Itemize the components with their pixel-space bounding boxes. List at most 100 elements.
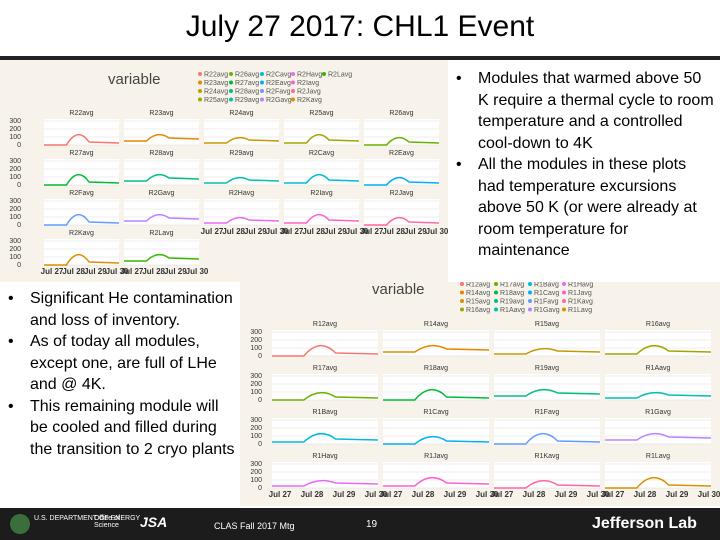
legend-item: R2Havg <box>297 72 322 79</box>
trace <box>284 134 360 144</box>
x-tick-label: Jul 30 <box>186 267 209 276</box>
panel <box>605 462 711 488</box>
y-tick-label: 0 <box>17 182 21 189</box>
trace <box>124 253 200 262</box>
panel <box>364 159 439 185</box>
legend-item: R19avg <box>500 299 524 306</box>
x-tick-label: Jul 29 <box>333 490 356 499</box>
legend-dot <box>229 72 233 76</box>
y-tick-label: 100 <box>9 254 21 261</box>
legend-dot <box>460 282 464 286</box>
trace <box>494 347 601 355</box>
x-tick-label: Jul 27 <box>602 490 625 499</box>
panel-label: R2Kavg <box>69 230 94 237</box>
y-tick-label: 100 <box>9 174 21 181</box>
y-tick-label: 100 <box>250 345 262 352</box>
x-tick-label: Jul 29 <box>324 227 347 236</box>
x-tick-label: Jul 30 <box>476 490 499 499</box>
x-tick-label: Jul 29 <box>404 227 427 236</box>
trace <box>272 479 379 487</box>
legend-item: R2Kavg <box>297 97 322 104</box>
legend-item: R12avg <box>466 282 490 289</box>
legend-item: R2Javg <box>297 89 321 96</box>
panel <box>44 119 119 145</box>
trace <box>383 477 490 487</box>
panel <box>383 418 489 444</box>
legend-item: R2Gavg <box>266 97 292 104</box>
x-tick-label: Jul 28 <box>523 490 546 499</box>
legend-dot <box>229 97 233 102</box>
y-tick-label: 100 <box>250 389 262 396</box>
x-tick-label: Jul 27 <box>361 227 384 236</box>
panel-label: R2Lavg <box>149 230 173 237</box>
y-tick-label: 200 <box>250 425 262 432</box>
trace <box>364 136 440 146</box>
legend-item: R28avg <box>235 89 259 96</box>
panel-label: R1Bavg <box>313 409 338 416</box>
legend-dot <box>291 97 295 102</box>
legend-dot <box>562 290 566 295</box>
x-tick-label: Jul 30 <box>587 490 610 499</box>
panel <box>364 199 439 225</box>
legend-dot <box>528 282 532 286</box>
legend-title: variable <box>108 71 161 88</box>
x-tick-label: Jul 27 <box>491 490 514 499</box>
meeting: CLAS Fall 2017 Mtg <box>214 521 295 531</box>
trace <box>383 344 490 353</box>
panel-label: R29avg <box>229 150 253 157</box>
y-tick-label: 300 <box>9 238 21 245</box>
bullet: This remaining module will be cooled and… <box>8 396 240 461</box>
x-tick-label: Jul 30 <box>346 227 369 236</box>
panel-label: R27avg <box>69 150 93 157</box>
x-tick-label: Jul 30 <box>266 227 289 236</box>
legend-dot <box>460 307 464 312</box>
x-tick-label: Jul 28 <box>412 490 435 499</box>
trace <box>364 216 440 226</box>
panel-label: R1Javg <box>424 453 448 460</box>
x-tick-label: Jul 28 <box>142 267 165 276</box>
legend-dot <box>291 72 295 76</box>
x-tick-label: Jul 29 <box>444 490 467 499</box>
legend-dot <box>322 72 326 76</box>
legend-dot <box>260 72 264 76</box>
legend-item: R1Aavg <box>500 307 525 314</box>
legend-dot <box>528 290 532 295</box>
trace <box>44 214 120 226</box>
x-tick-label: Jul 28 <box>301 490 324 499</box>
legend-item: R26avg <box>235 72 259 79</box>
legend-dot <box>198 80 202 85</box>
legend-dot <box>198 89 202 93</box>
x-tick-label: Jul 28 <box>62 267 85 276</box>
panel <box>383 374 489 400</box>
trace <box>494 388 601 397</box>
trace <box>383 435 490 445</box>
y-tick-label: 200 <box>250 381 262 388</box>
panel-label: R25avg <box>309 110 333 117</box>
panel <box>44 159 119 185</box>
y-tick-label: 0 <box>258 353 262 360</box>
panel-label: R22avg <box>69 110 93 117</box>
trace <box>124 213 200 222</box>
lab-logo: Jefferson Lab <box>592 515 697 532</box>
legend-item: R23avg <box>204 80 228 87</box>
legend-dot <box>494 282 498 286</box>
legend-dot <box>494 299 498 303</box>
y-tick-label: 0 <box>17 222 21 229</box>
legend-dot <box>260 80 264 85</box>
legend-item: R16avg <box>466 307 490 314</box>
legend-dot <box>198 72 202 76</box>
trace <box>383 389 490 401</box>
panel-label: R12avg <box>313 321 337 328</box>
panel-label: R2Eavg <box>389 150 414 157</box>
panel-label: R1Kavg <box>535 453 560 460</box>
legend-item: R15avg <box>466 299 490 306</box>
y-tick-label: 300 <box>250 373 262 380</box>
bullet: As of today all modules, except one, are… <box>8 331 240 396</box>
trace <box>44 254 120 266</box>
trace <box>124 133 200 142</box>
x-tick-label: Jul 29 <box>244 227 267 236</box>
y-tick-label: 0 <box>258 397 262 404</box>
panel-label: R1Aavg <box>646 365 671 372</box>
legend-item: R24avg <box>204 89 228 96</box>
